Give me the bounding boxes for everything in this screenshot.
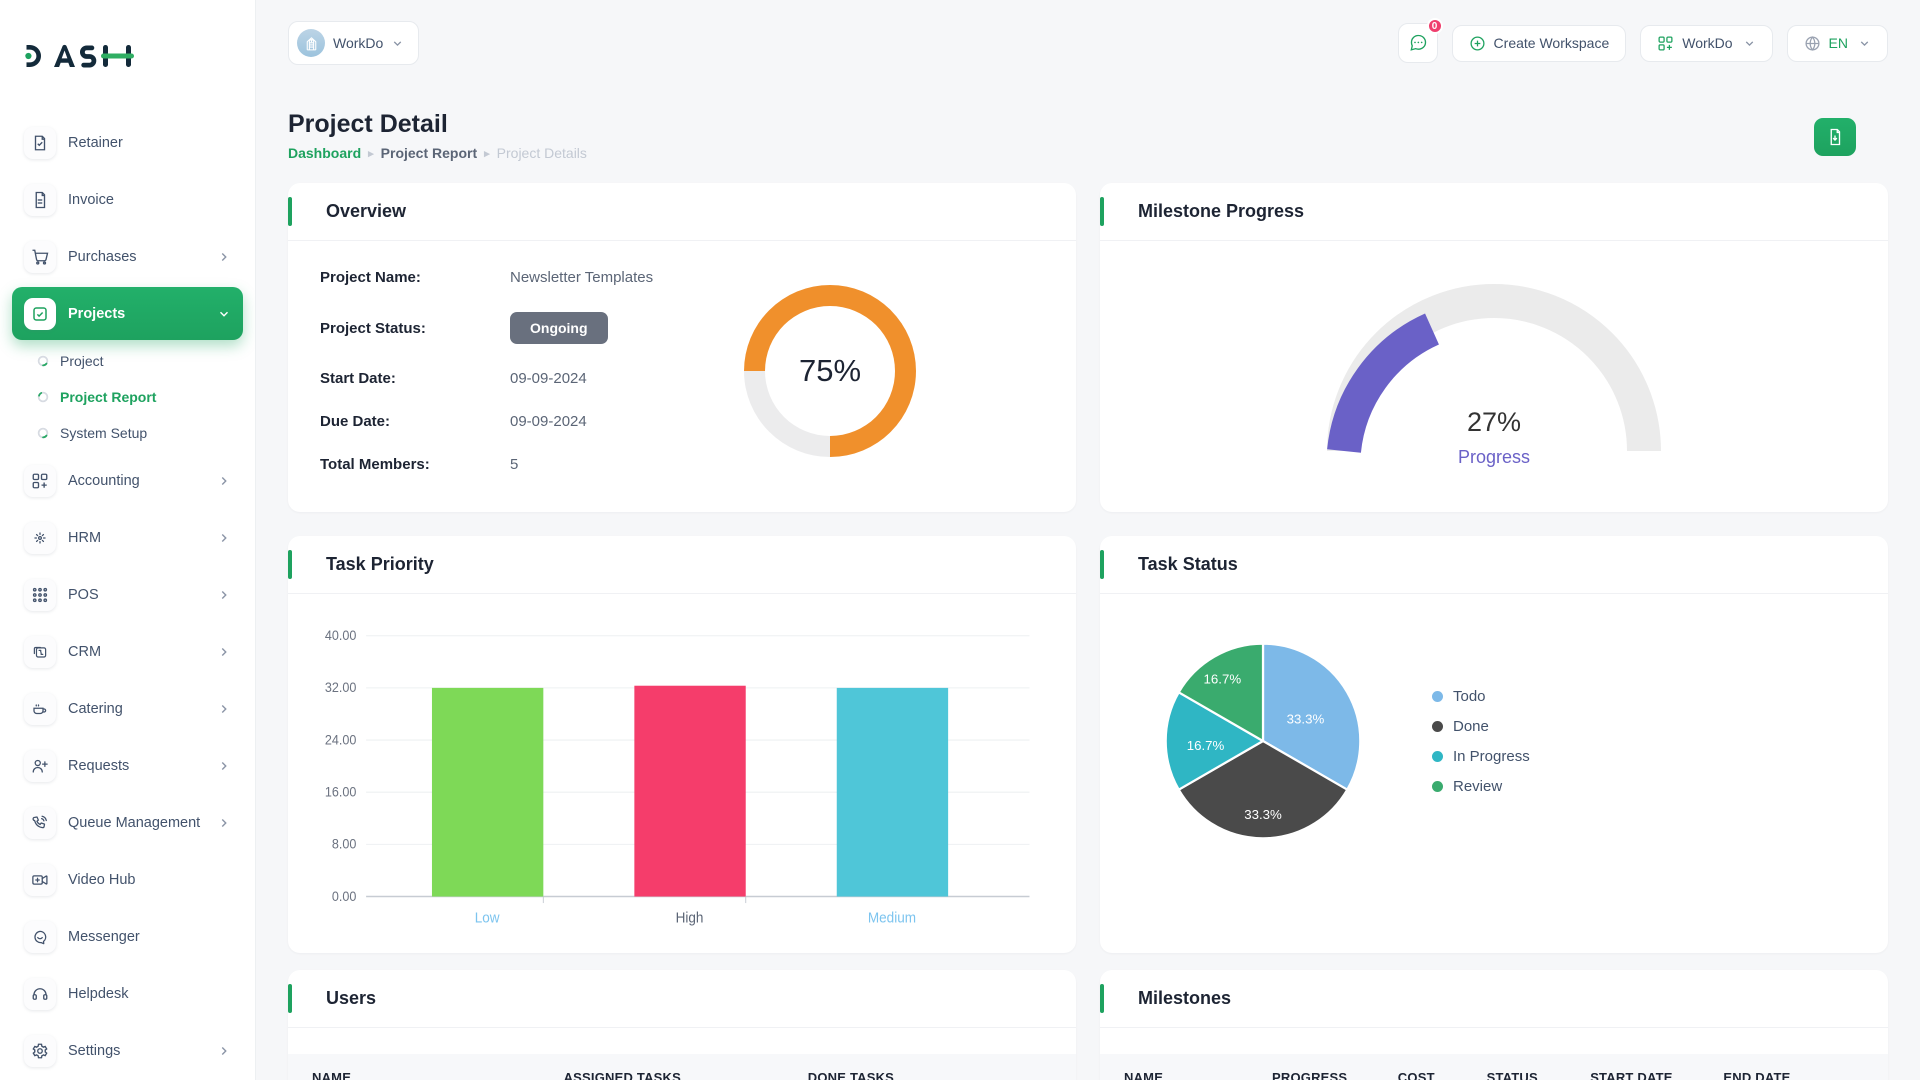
- svg-text:32.00: 32.00: [325, 680, 357, 696]
- svg-text:40.00: 40.00: [325, 627, 357, 643]
- svg-text:27%: 27%: [1467, 407, 1521, 437]
- svg-text:0.00: 0.00: [332, 888, 357, 904]
- svg-text:Medium: Medium: [868, 910, 916, 927]
- svg-text:33.3%: 33.3%: [1287, 711, 1325, 726]
- svg-text:Low: Low: [475, 910, 500, 927]
- svg-text:16.00: 16.00: [325, 784, 357, 800]
- svg-text:16.7%: 16.7%: [1187, 738, 1225, 753]
- svg-text:8.00: 8.00: [332, 836, 357, 852]
- svg-text:High: High: [676, 910, 704, 927]
- svg-text:33.3%: 33.3%: [1244, 807, 1282, 822]
- svg-text:24.00: 24.00: [325, 732, 357, 748]
- svg-text:16.7%: 16.7%: [1204, 672, 1242, 687]
- svg-text:Progress: Progress: [1458, 447, 1530, 467]
